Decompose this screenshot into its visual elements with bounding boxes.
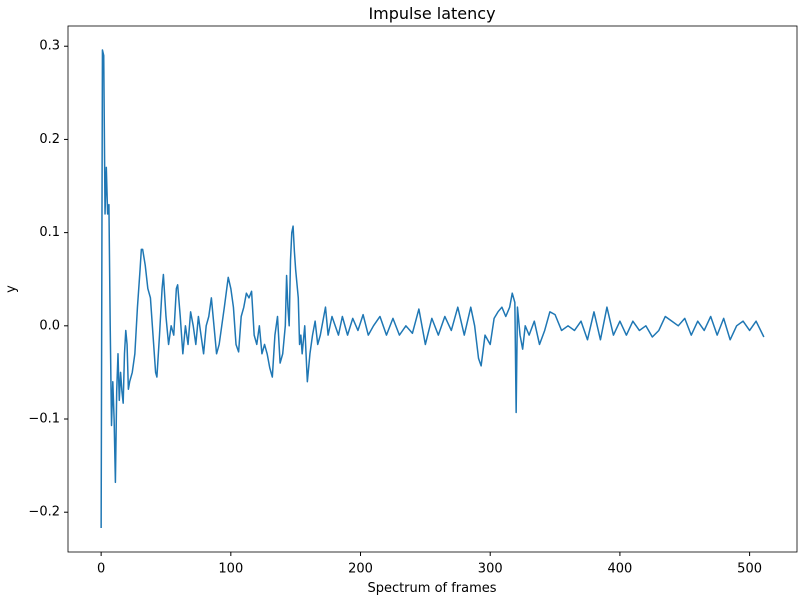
x-tick-label: 500 [737, 562, 762, 577]
y-tick-label: 0.3 [39, 39, 60, 54]
y-tick-label: 0.1 [39, 225, 60, 240]
x-axis-label: Spectrum of frames [367, 581, 496, 596]
plot-frame [67, 25, 798, 553]
y-tick-label: −0.1 [28, 412, 60, 427]
x-tick-label: 200 [348, 562, 373, 577]
chart-title: Impulse latency [368, 4, 495, 23]
y-axis-label: y [4, 285, 19, 293]
y-tick-label: −0.2 [28, 505, 60, 520]
y-tick-label: 0.2 [39, 132, 60, 147]
data-line [100, 49, 765, 529]
x-tick-label: 300 [478, 562, 503, 577]
x-tick-label: 100 [218, 562, 243, 577]
x-tick-label: 400 [607, 562, 632, 577]
y-tick-label: 0.0 [39, 318, 60, 333]
x-tick-label: 0 [97, 562, 105, 577]
